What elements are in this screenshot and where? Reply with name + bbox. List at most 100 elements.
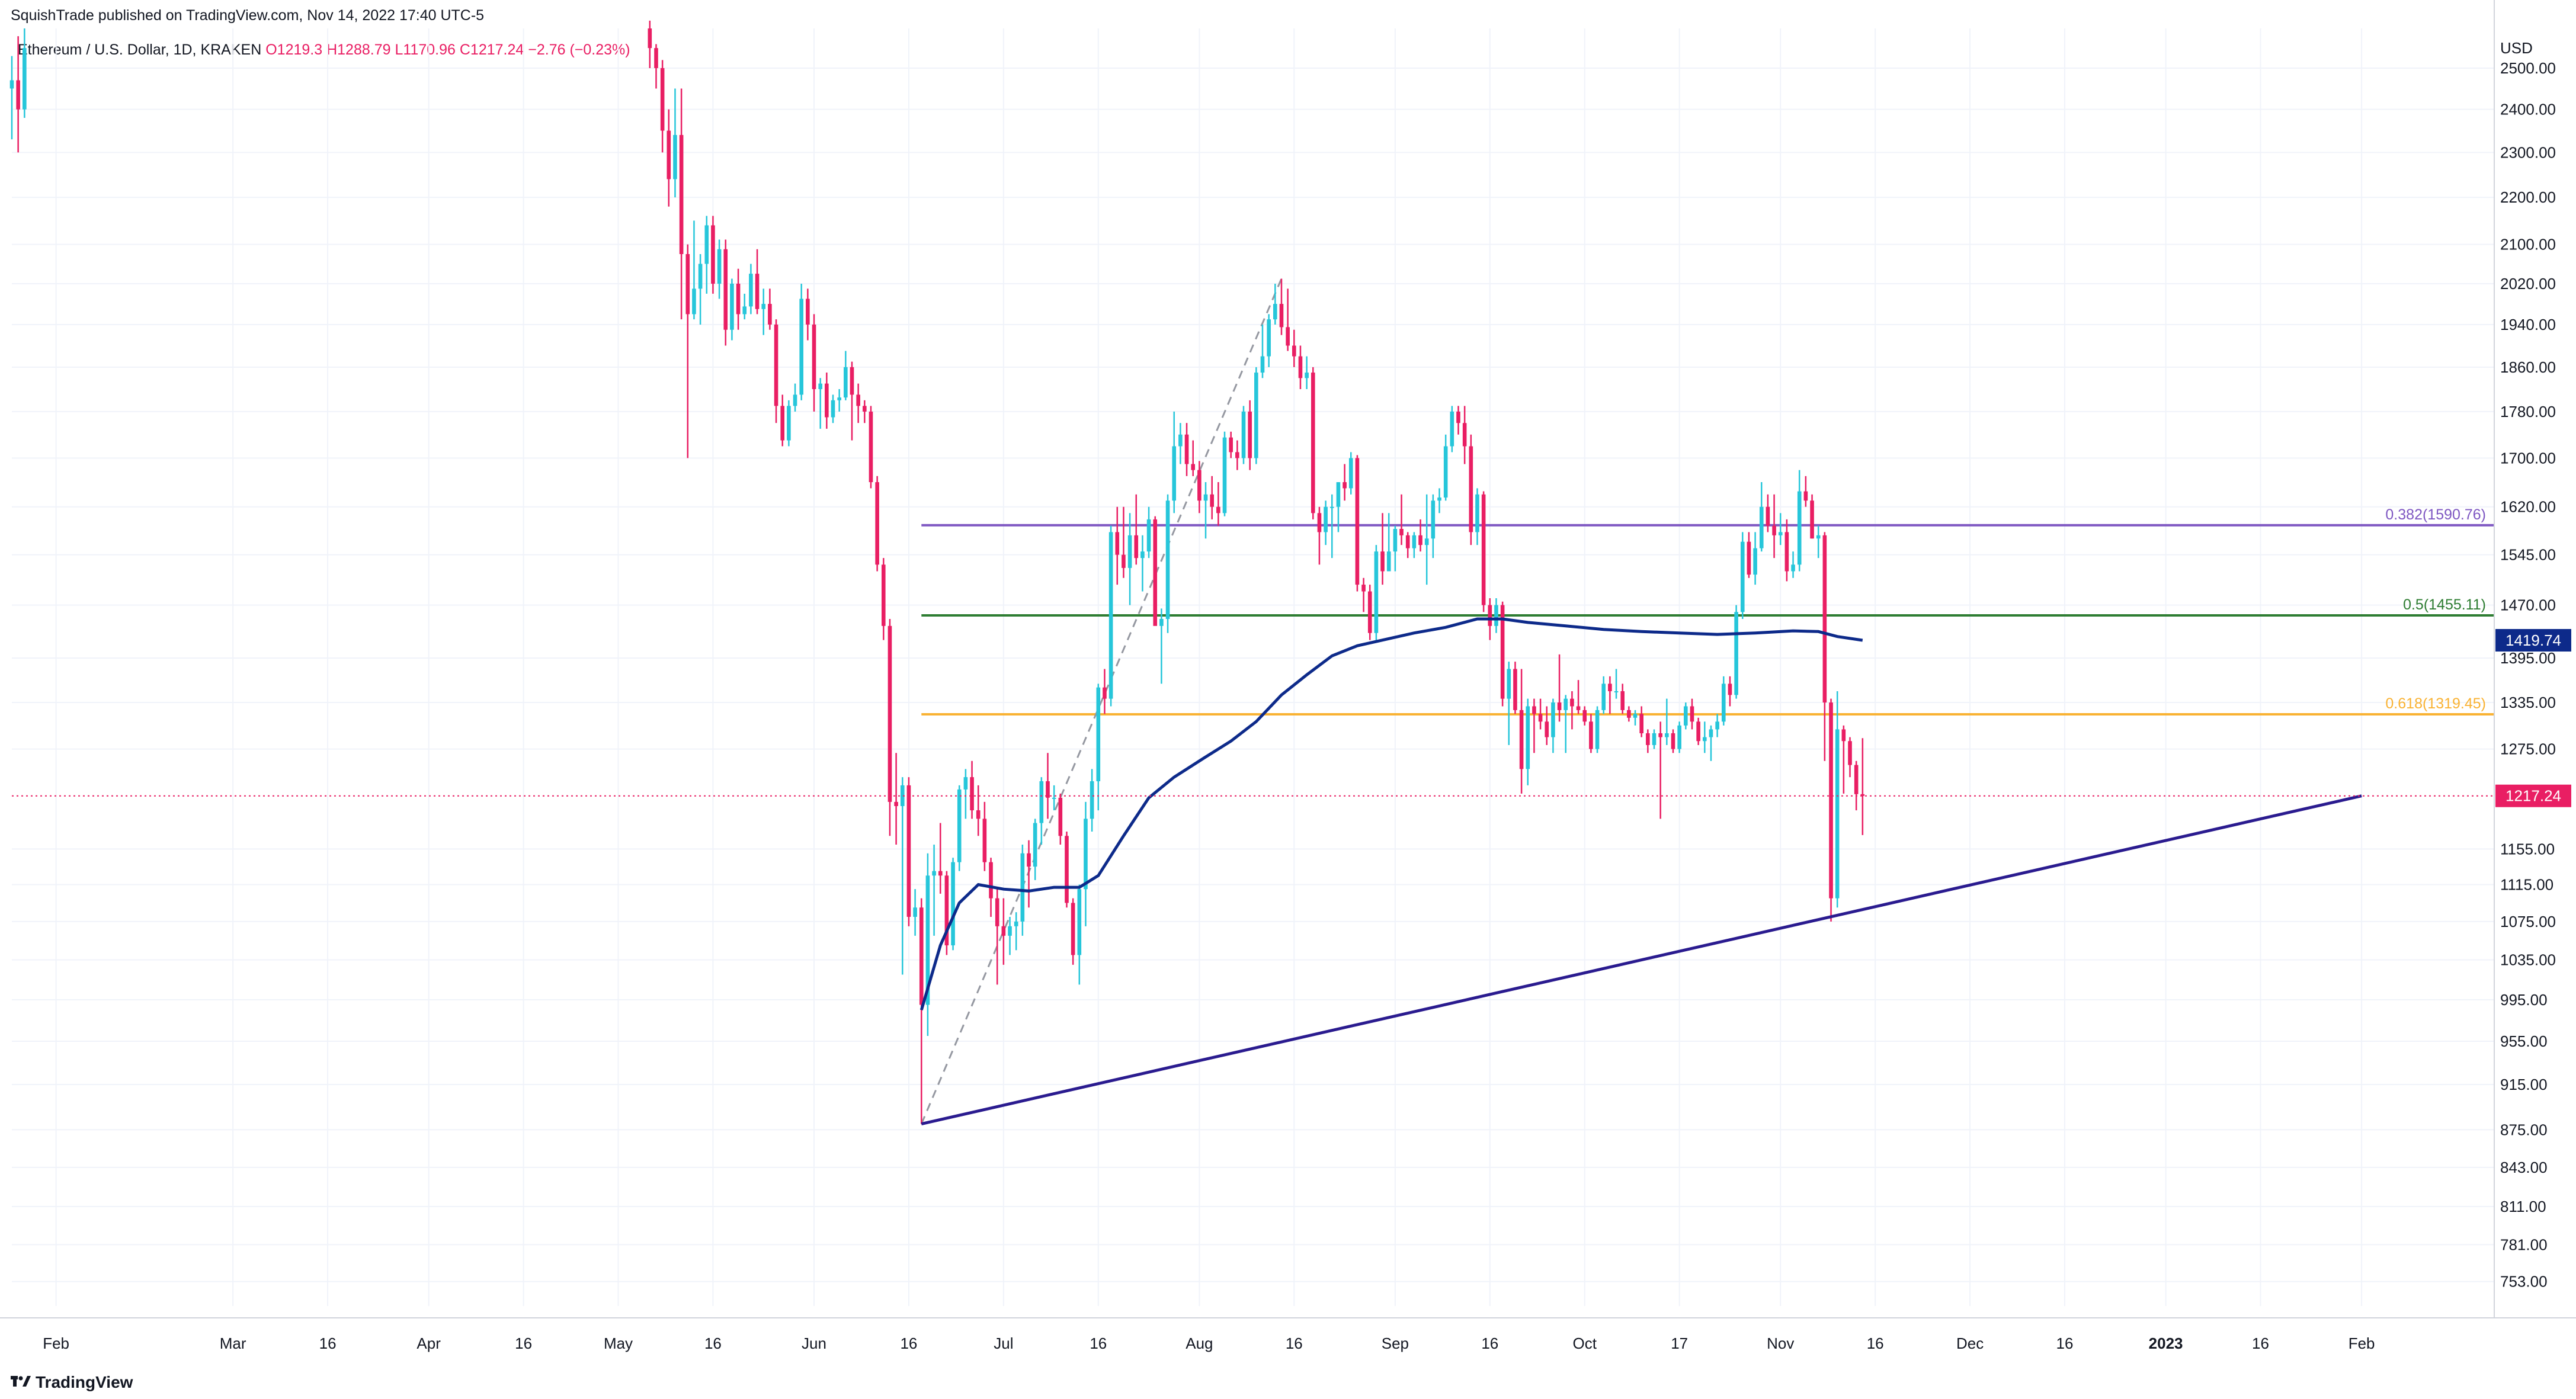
symbol-legend: Ethereum / U.S. Dollar, 1D, KRAKEN O1219…: [18, 41, 630, 59]
candle-body: [1507, 669, 1511, 699]
candle-body: [1058, 797, 1063, 836]
candle-body: [976, 810, 981, 819]
candle-body: [1267, 319, 1271, 357]
candle-body: [755, 274, 760, 309]
fibonacci-levels[interactable]: 0.382(1590.76) 0.5(1455.11) 0.618(1319.45): [921, 506, 2494, 716]
candle-body: [1437, 497, 1441, 501]
candle-body: [1324, 506, 1328, 532]
ma-line: [919, 617, 1863, 1010]
candle-body: [875, 482, 879, 565]
candle-body: [1096, 687, 1101, 781]
currency-label: USD: [2500, 39, 2533, 57]
candle-body: [1772, 525, 1776, 535]
candle-body: [736, 283, 741, 315]
candle-body: [1046, 781, 1050, 798]
y-tick-label: 1860.00: [2500, 358, 2556, 376]
candle-body: [951, 862, 955, 946]
support-trendline: [921, 794, 2362, 1126]
candle-body: [894, 801, 898, 806]
candle-body: [667, 130, 671, 179]
candle-body: [1488, 605, 1492, 626]
symbol-name[interactable]: Ethereum / U.S. Dollar, 1D, KRAKEN: [18, 41, 262, 58]
x-tick-label: 2023: [2149, 1334, 2183, 1352]
candle-body: [1456, 411, 1460, 423]
candle-body: [837, 397, 841, 400]
candle-body: [1153, 519, 1158, 626]
y-tick-label: 1620.00: [2500, 498, 2556, 516]
candle-body: [932, 871, 936, 876]
candle-body: [938, 871, 943, 876]
candle-body: [648, 28, 652, 49]
y-tick-label: 1035.00: [2500, 951, 2556, 969]
candle-body: [16, 80, 20, 110]
candle-body: [1684, 706, 1688, 726]
candle-body: [1721, 684, 1726, 722]
candle-body: [1115, 532, 1120, 555]
y-tick-label: 1395.00: [2500, 649, 2556, 667]
candle-body: [1090, 781, 1094, 819]
candle-body: [1570, 698, 1574, 707]
candle-body: [685, 254, 690, 315]
candle-body: [963, 777, 968, 790]
candle-body: [1835, 729, 1840, 899]
candle-body: [654, 48, 658, 68]
y-tick-label: 2400.00: [2500, 101, 2556, 118]
candle-body: [1229, 437, 1233, 453]
candle-body: [1614, 691, 1619, 692]
candle-body: [1816, 535, 1821, 539]
legend-close: C1217.24: [459, 41, 524, 58]
candle-body: [806, 299, 810, 325]
candle-body: [1791, 564, 1795, 572]
candle-body: [1759, 506, 1764, 548]
x-tick-label: Apr: [416, 1334, 441, 1352]
x-tick-label: Feb: [2348, 1334, 2375, 1352]
y-tick-label: 1545.00: [2500, 546, 2556, 564]
publisher-header: SquishTrade published on TradingView.com…: [11, 7, 485, 24]
candle-body: [982, 819, 987, 862]
candle-body: [1305, 373, 1309, 378]
candle-body: [1766, 506, 1770, 526]
candle-body: [787, 406, 791, 441]
candle-body: [1709, 729, 1713, 737]
trendline-group[interactable]: [921, 794, 2362, 1126]
x-tick-label: 16: [1481, 1334, 1498, 1352]
candle-body: [1747, 541, 1751, 575]
candle-body: [673, 134, 677, 179]
candle-body: [749, 274, 753, 307]
y-tick-label: 1940.00: [2500, 316, 2556, 333]
candle-body: [1355, 458, 1360, 585]
candle-body: [1500, 605, 1505, 699]
candle-body: [1582, 710, 1587, 722]
candle-body: [1658, 733, 1662, 737]
last-price-line: 1217.24 1419.74: [12, 628, 2571, 807]
candle-body: [1665, 733, 1669, 737]
candle-body: [1860, 794, 1865, 796]
fib-guide-line: [920, 278, 1283, 1125]
candle-body: [742, 306, 747, 315]
candle-body: [1589, 721, 1593, 749]
candle-body: [1108, 532, 1113, 699]
candle-body: [844, 367, 848, 398]
candle-body: [1797, 491, 1802, 565]
y-tick-label: 1275.00: [2500, 740, 2556, 758]
x-tick-label: Mar: [220, 1334, 246, 1352]
legend-high: H1288.79: [326, 41, 391, 58]
y-tick-label: 2020.00: [2500, 275, 2556, 293]
y-tick-label: 843.00: [2500, 1159, 2548, 1176]
candle-body: [1627, 710, 1631, 718]
candle-body: [1576, 706, 1581, 710]
x-tick-label: 16: [515, 1334, 532, 1352]
candle-body: [1159, 618, 1164, 626]
candle-body: [887, 625, 892, 802]
x-tick-label: Dec: [1956, 1334, 1984, 1352]
candle-body: [1127, 535, 1132, 568]
candle-body: [881, 564, 886, 626]
candle-body: [660, 68, 665, 131]
candle-body: [679, 134, 684, 254]
candle-body: [1380, 551, 1385, 572]
candle-body: [1538, 714, 1543, 722]
candle-body: [1841, 729, 1846, 742]
fib-label: 0.5(1455.11): [2403, 596, 2486, 613]
candle-body: [1652, 733, 1657, 745]
